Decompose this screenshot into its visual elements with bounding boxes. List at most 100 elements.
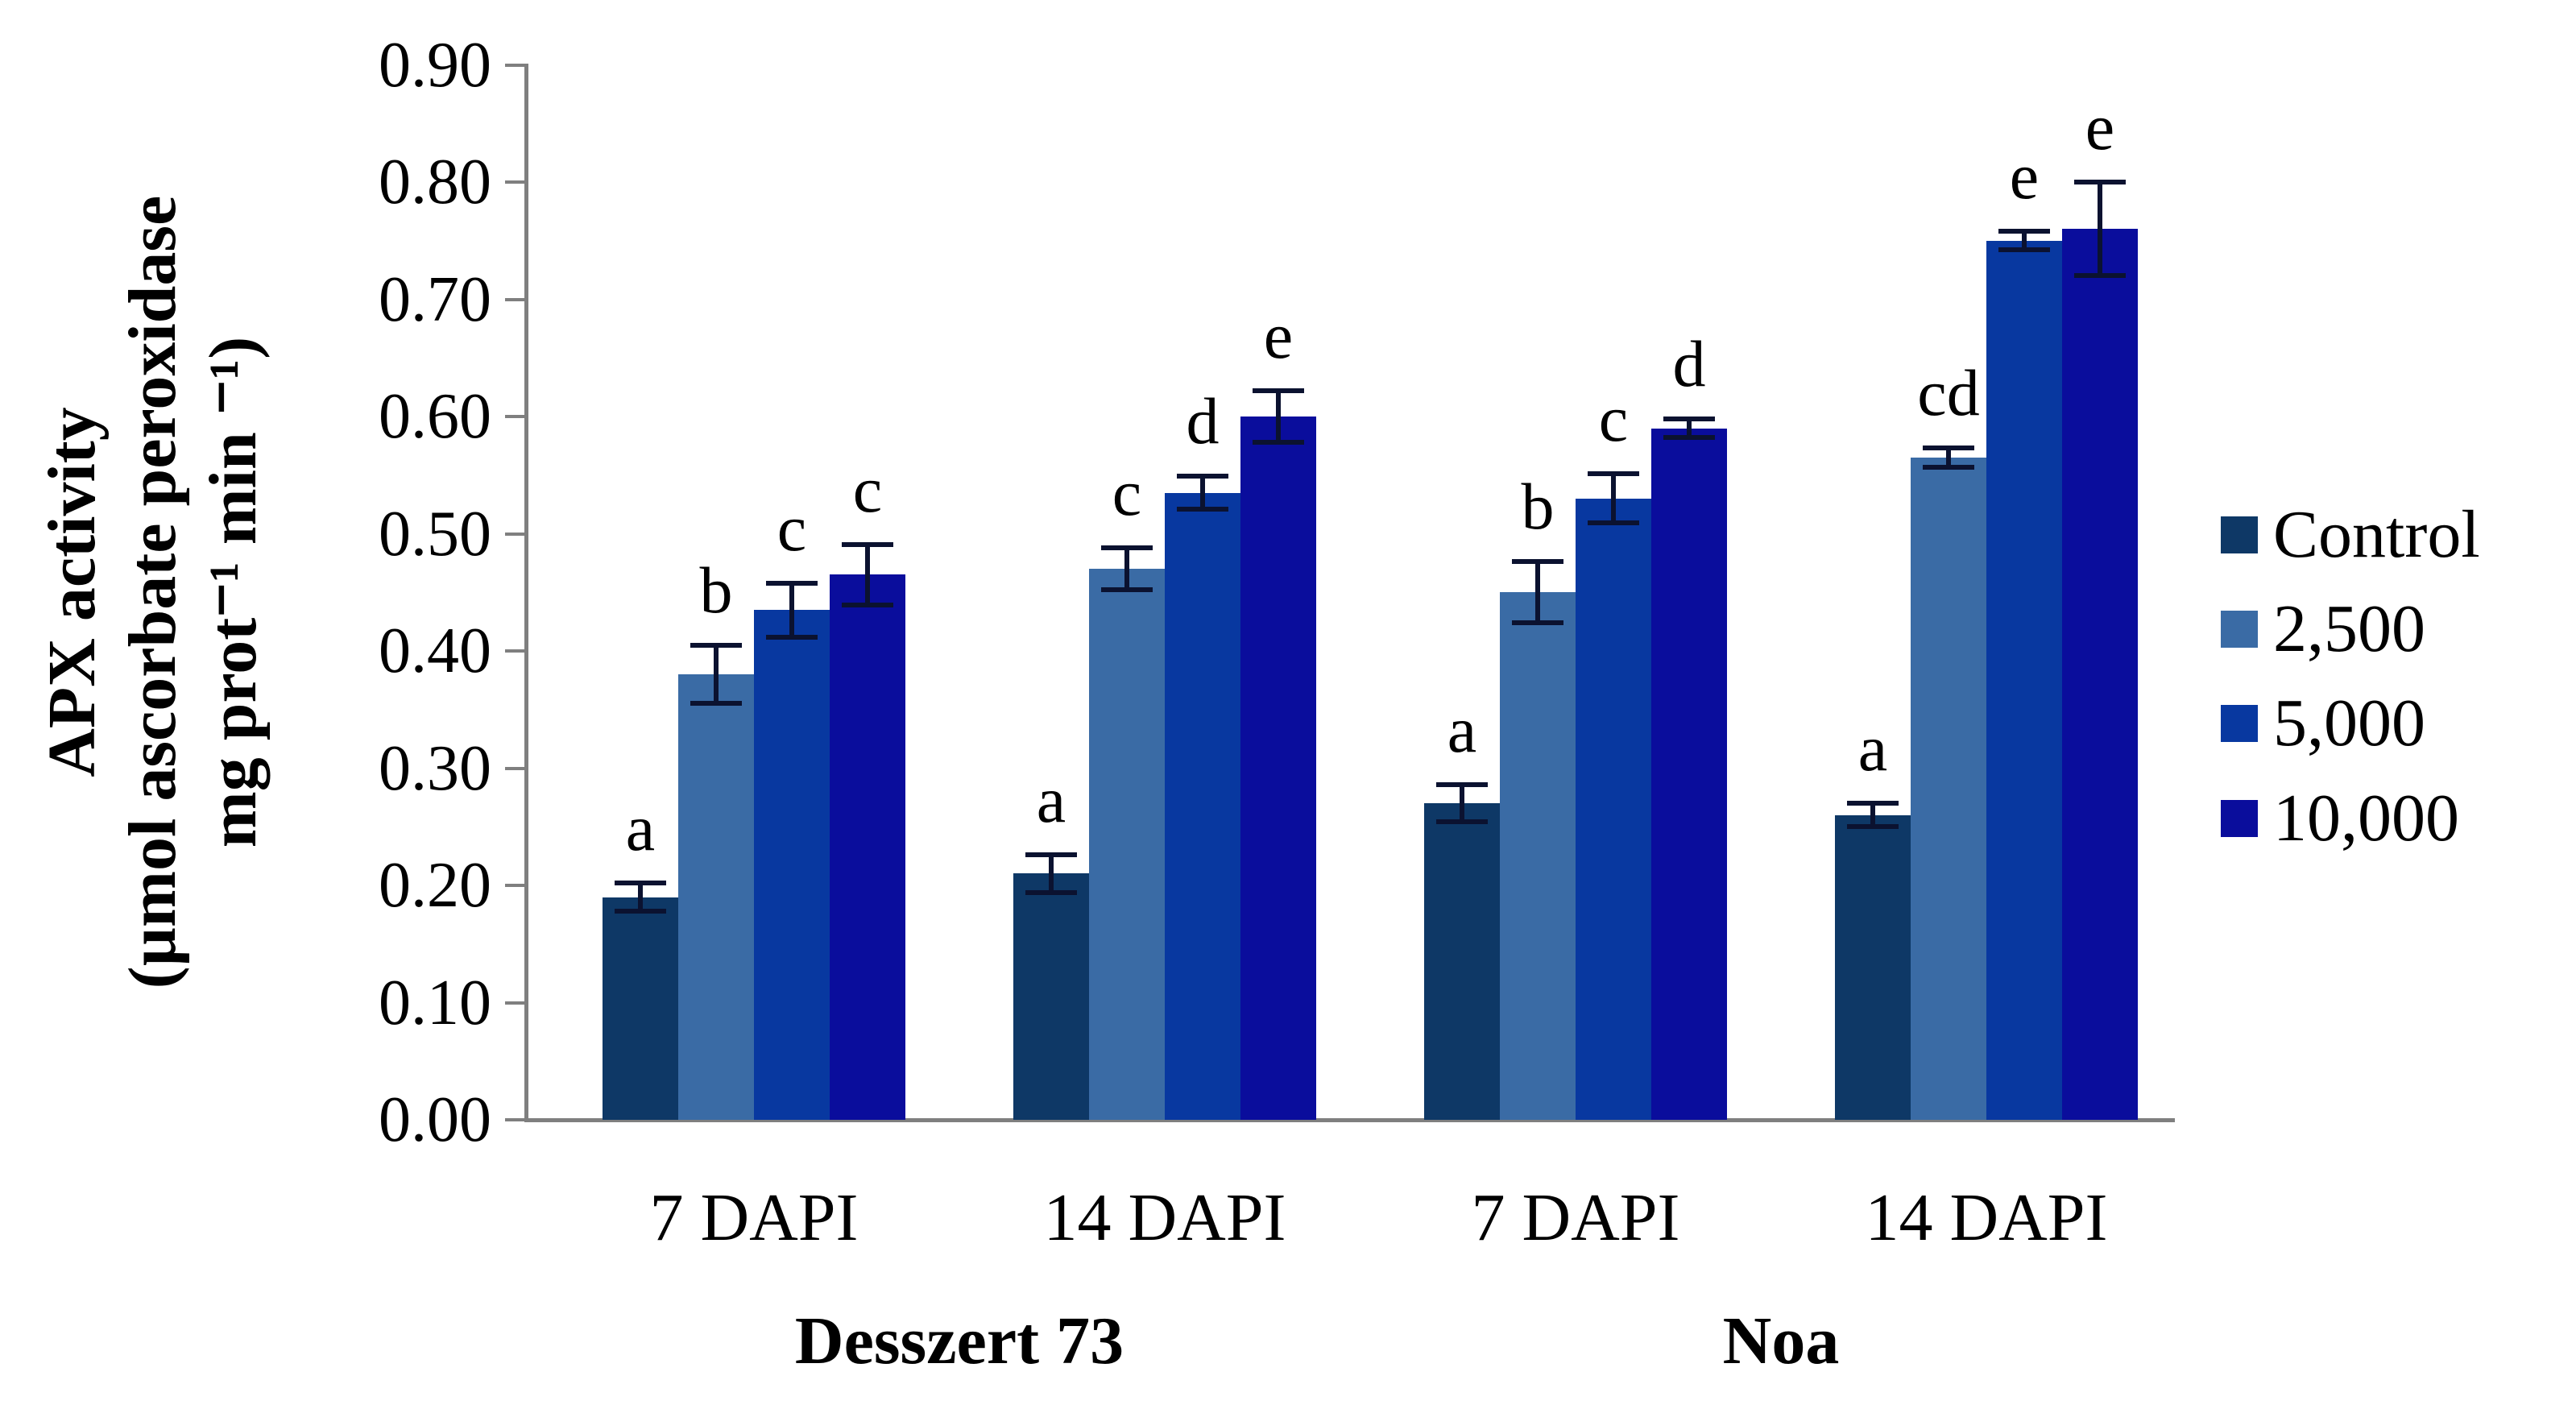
legend-swatch-5000 [2221,705,2258,742]
error-bar-stem [1611,474,1616,524]
y-tick-label-0.50: 0.50 [379,498,491,570]
y-tick-label-0.70: 0.70 [379,263,491,335]
y-tick-0.70 [505,297,524,301]
bar-5000-group3 [1576,498,1651,1120]
error-bar-stem [714,644,719,704]
error-bar-cap-bottom [1923,464,1974,470]
significance-letter: d [1186,384,1220,458]
significance-letter: c [1112,455,1142,529]
error-bar-cap-bottom [1512,620,1563,626]
error-bar-cap-bottom [1663,435,1715,441]
error-bar-stem [1049,855,1054,893]
error-bar-cap-bottom [1436,819,1488,825]
y-tick-0.90 [505,63,524,67]
error-bar-cap-bottom [1588,520,1639,526]
error-bar-cap-top [2074,180,2126,184]
y-tick-0.50 [505,532,524,536]
error-bar-cap-bottom [1847,824,1899,830]
y-tick-label-0.00: 0.00 [379,1084,491,1155]
error-bar-cap-bottom [2074,273,2126,279]
error-bar-stem [1460,784,1464,823]
significance-letter: a [1857,711,1888,785]
legend-label-5000: 5,000 [2273,686,2425,761]
error-bar-cap-top [1923,446,1974,451]
bar-10000-group4 [2062,229,2138,1120]
bar-2500-group1 [678,674,754,1120]
significance-letter: d [1672,326,1706,400]
y-tick-0.40 [505,649,524,653]
significance-letter: c [777,491,807,565]
bar-Control-group3 [1424,803,1500,1120]
error-bar-cap-top [1588,471,1639,477]
bar-2500-group2 [1089,569,1165,1120]
significance-letter: c [852,452,883,526]
error-bar-stem [2098,182,2102,276]
significance-letter: e [2085,90,2115,164]
y-tick-label-0.30: 0.30 [379,732,491,804]
significance-letter: cd [1917,356,1980,430]
error-bar-stem [638,883,643,911]
error-bar-cap-top [1025,852,1077,858]
y-axis-line [524,63,528,1121]
y-tick-label-0.80: 0.80 [379,147,491,218]
legend-label-10000: 10,000 [2273,781,2459,856]
error-bar-cap-bottom [1253,440,1304,445]
error-bar-cap-bottom [615,909,666,914]
variety-label-Noa: Noa [1722,1303,1840,1378]
error-bar-stem [1200,476,1205,509]
bar-2500-group4 [1911,457,1986,1120]
error-bar-stem [1535,562,1540,624]
significance-letter: e [1263,298,1294,372]
y-tick-label-0.10: 0.10 [379,967,491,1038]
legend-swatch-Control [2221,516,2258,553]
error-bar-cap-bottom [1998,247,2050,253]
legend-swatch-10000 [2221,800,2258,837]
y-tick-0.60 [505,415,524,418]
error-bar-cap-bottom [842,603,893,608]
error-bar-cap-top [1998,229,2050,234]
y-tick-label-0.60: 0.60 [379,381,491,452]
error-bar-cap-bottom [1177,506,1228,512]
bar-5000-group2 [1165,492,1240,1120]
y-tick-label-0.40: 0.40 [379,615,491,686]
error-bar-stem [789,582,794,637]
error-bar-cap-top [1512,559,1563,565]
error-bar-stem [1870,803,1875,827]
x-axis-label-group1: 7 DAPI [649,1180,859,1255]
x-axis-label-group2: 14 DAPI [1043,1180,1286,1255]
error-bar-cap-top [842,541,893,547]
legend-swatch-2500 [2221,611,2258,648]
y-tick-0.10 [505,1001,524,1005]
bar-Control-group4 [1835,814,1911,1120]
bar-5000-group4 [1986,240,2062,1120]
error-bar-cap-top [690,642,742,648]
significance-letter: b [699,553,733,627]
y-axis-title-line-3: mg prot⁻¹ min ⁻¹) [196,336,271,848]
error-bar-cap-bottom [1025,889,1077,895]
x-axis-label-group4: 14 DAPI [1865,1180,2108,1255]
error-bar-cap-top [1177,474,1228,479]
error-bar-cap-bottom [766,634,818,640]
error-bar-stem [1276,390,1281,442]
y-tick-label-0.20: 0.20 [379,850,491,921]
significance-letter: a [625,791,656,865]
error-bar-cap-bottom [690,701,742,707]
y-axis-title: APX activity (µmol ascorbate peroxidase … [28,68,278,1116]
x-axis-label-group3: 7 DAPI [1471,1180,1680,1255]
bar-2500-group3 [1500,592,1576,1120]
legend-label-Control: Control [2273,497,2480,572]
error-bar-cap-top [615,881,666,886]
error-bar-cap-bottom [1101,587,1153,593]
significance-letter: a [1447,692,1477,766]
error-bar-cap-top [1101,545,1153,550]
significance-letter: b [1521,470,1555,544]
y-tick-0.30 [505,766,524,770]
error-bar-cap-top [1253,388,1304,393]
legend-label-2500: 2,500 [2273,591,2425,666]
bar-10000-group1 [830,574,905,1120]
y-tick-label-0.90: 0.90 [379,29,491,101]
error-bar-cap-top [766,580,818,586]
error-bar-stem [865,544,870,606]
significance-letter: c [1598,382,1629,456]
y-tick-0.80 [505,180,524,184]
